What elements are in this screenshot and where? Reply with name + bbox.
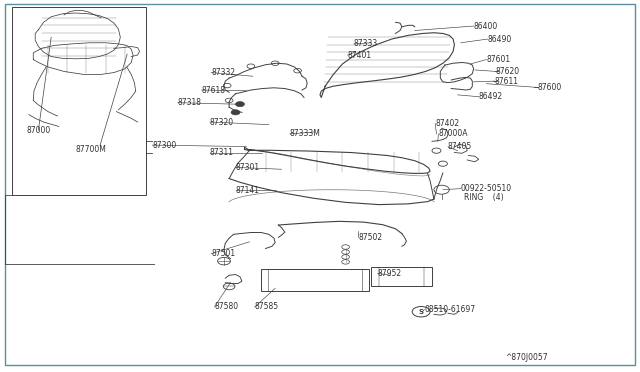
Bar	[371, 267, 432, 286]
Text: 87141: 87141	[236, 186, 260, 195]
Text: 87620: 87620	[496, 67, 520, 76]
Text: 87618: 87618	[202, 86, 226, 94]
Text: 87585: 87585	[255, 302, 279, 311]
Text: 87333M: 87333M	[290, 129, 321, 138]
Text: 08510-61697: 08510-61697	[424, 305, 476, 314]
Text: 87000: 87000	[27, 126, 51, 135]
Text: S: S	[419, 309, 424, 315]
Text: 87318: 87318	[178, 98, 202, 107]
Text: 87502: 87502	[358, 233, 383, 242]
Text: 87700M: 87700M	[76, 145, 106, 154]
Text: 87401: 87401	[348, 51, 372, 60]
Circle shape	[231, 110, 240, 115]
Text: 86490: 86490	[488, 35, 512, 44]
Text: 86400: 86400	[474, 22, 498, 31]
Text: 87611: 87611	[495, 77, 519, 86]
Text: 87405: 87405	[448, 142, 472, 151]
Text: 87333: 87333	[354, 39, 378, 48]
Text: 87600: 87600	[538, 83, 562, 92]
Text: 87601: 87601	[486, 55, 511, 64]
Text: ^870J0057: ^870J0057	[506, 353, 548, 362]
Text: 00922-50510: 00922-50510	[461, 184, 512, 193]
Bar	[12, 7, 146, 195]
Text: 87580: 87580	[214, 302, 239, 311]
Text: 87311: 87311	[210, 148, 234, 157]
Text: 87332: 87332	[211, 68, 236, 77]
Text: RING    (4): RING (4)	[464, 193, 504, 202]
Text: 87301: 87301	[236, 163, 260, 172]
Bar	[261, 269, 369, 291]
Text: 87501: 87501	[211, 249, 236, 258]
Text: 86492: 86492	[479, 92, 503, 101]
Text: 87000A: 87000A	[438, 129, 468, 138]
Text: 87300: 87300	[152, 141, 177, 150]
Text: 87952: 87952	[378, 269, 402, 278]
Text: 87402: 87402	[435, 119, 460, 128]
Circle shape	[236, 102, 244, 107]
Text: 87320: 87320	[210, 118, 234, 126]
